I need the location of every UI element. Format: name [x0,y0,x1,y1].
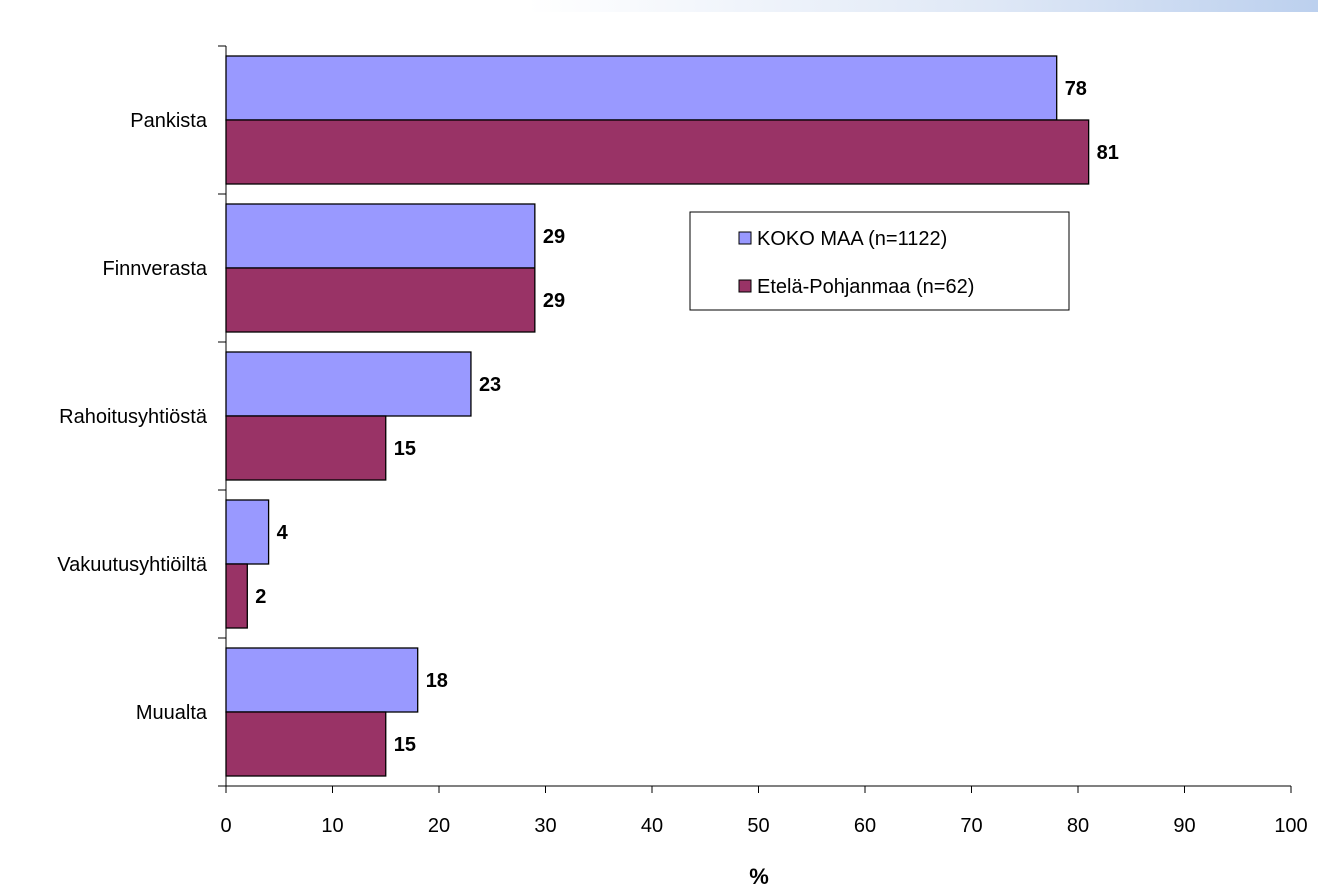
value-label-rahoitusyhti-st-series-0: 23 [479,374,501,396]
legend-swatch-koko-maa [738,231,752,245]
legend-label-koko-maa: KOKO MAA (n=1122) [757,228,947,250]
x-ticks-group: 0 10 20 30 40 50 60 70 80 90 100 [220,786,1308,837]
x-tick-label-30: 30 [534,815,556,837]
x-tick-label-70: 70 [960,815,982,837]
legend-swatch-etela-pohjanmaa [738,279,752,293]
category-label-finnverasta: Finnverasta [103,258,208,280]
bars-group [225,55,1090,777]
bar-muualta-series-0 [225,647,419,713]
value-label-finnverasta-series-0: 29 [543,226,565,248]
value-labels-group: 78 81 29 29 23 15 4 2 18 15 [255,78,1119,756]
bar-vakuutusyhti-ilt-series-1 [225,563,248,629]
value-label-pankista-series-0: 78 [1065,78,1087,100]
x-tick-label-0: 0 [220,815,231,837]
x-tick-label-40: 40 [641,815,663,837]
category-label-rahoitusyhti-st: Rahoitusyhtiöstä [59,406,208,428]
top-gradient-band [0,0,1318,12]
value-label-vakuutusyhti-ilt-series-0: 4 [277,522,289,544]
bar-vakuutusyhti-ilt-series-0 [225,499,270,565]
legend-box [689,211,1070,311]
category-label-muualta: Muualta [136,702,208,724]
bar-finnverasta-series-0 [225,203,536,269]
value-label-muualta-series-1: 15 [394,734,416,756]
x-tick-label-90: 90 [1173,815,1195,837]
x-tick-label-20: 20 [428,815,450,837]
value-label-muualta-series-0: 18 [426,670,448,692]
legend-label-etela-pohjanmaa: Etelä-Pohjanmaa (n=62) [757,276,974,298]
bar-finnverasta-series-1 [225,267,536,333]
x-tick-label-80: 80 [1067,815,1089,837]
value-label-vakuutusyhti-ilt-series-1: 2 [255,586,266,608]
category-label-vakuutusyhti-ilt: Vakuutusyhtiöiltä [57,554,208,576]
value-label-finnverasta-series-1: 29 [543,290,565,312]
category-labels-group: Pankista Finnverasta Rahoitusyhtiöstä Vakuu… [57,110,208,724]
x-axis-label: % [749,864,769,887]
bar-pankista-series-0 [225,55,1058,121]
value-label-pankista-series-1: 81 [1097,142,1119,164]
legend: KOKO MAA (n=1122) Etelä-Pohjanmaa (n=62) [689,211,1070,311]
x-tick-label-100: 100 [1274,815,1307,837]
x-tick-label-50: 50 [747,815,769,837]
bar-rahoitusyhti-st-series-0 [225,351,472,417]
category-label-pankista: Pankista [130,110,208,132]
value-label-rahoitusyhti-st-series-1: 15 [394,438,416,460]
x-tick-label-60: 60 [854,815,876,837]
bar-rahoitusyhti-st-series-1 [225,415,387,481]
x-tick-label-10: 10 [321,815,343,837]
bar-pankista-series-1 [225,119,1090,185]
bar-muualta-series-1 [225,711,387,777]
